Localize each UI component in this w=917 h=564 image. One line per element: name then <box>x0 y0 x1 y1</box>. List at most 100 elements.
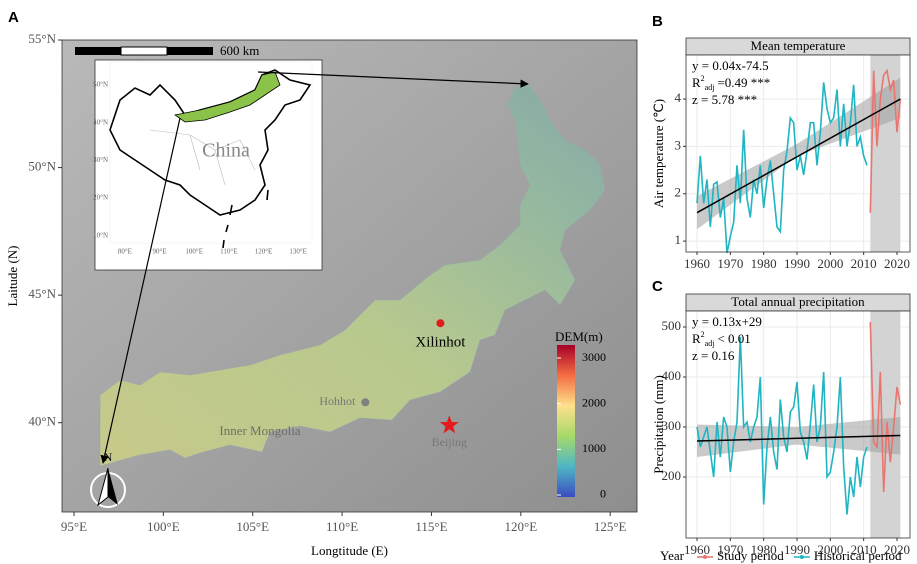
plot-frame <box>685 310 911 539</box>
panel-title: Total annual precipitation <box>731 294 865 309</box>
r2-part: 2 <box>701 330 705 339</box>
y-tick-label: 300 <box>662 418 682 433</box>
trend-line <box>696 434 901 442</box>
colorbar-tick-label: 3000 <box>582 350 606 364</box>
plot-frame <box>685 54 911 253</box>
x-tick-label: 2020 <box>884 256 910 271</box>
r2-label: R2adj =0.49 *** <box>692 74 770 92</box>
inset-region <box>174 71 281 123</box>
series-line <box>696 82 868 254</box>
x-tick-label: 2010 <box>851 542 877 557</box>
panel-letter: C <box>652 278 663 295</box>
x-tick-label: 2000 <box>817 542 843 557</box>
r2-part: R <box>692 75 701 90</box>
colorbar <box>557 345 575 497</box>
series-line <box>696 336 868 515</box>
legend-swatch <box>703 555 707 559</box>
inset-x-tick-label: 90°E <box>153 248 167 256</box>
colorbar-title: DEM(m) <box>555 329 603 344</box>
x-axis-label: Longtitude (E) <box>311 543 388 558</box>
city-label: Beijing <box>432 435 467 449</box>
r2-part: < 0.01 <box>717 331 750 346</box>
scalebar <box>167 47 213 55</box>
inset-x-tick-label: 120°E <box>255 248 273 256</box>
x-tick-label: 2000 <box>817 256 843 271</box>
trend-line <box>696 98 901 214</box>
y-tick-label: 1 <box>675 232 682 247</box>
panel-title: Mean temperature <box>751 38 846 53</box>
x-tick-label: 2010 <box>851 256 877 271</box>
x-tick-label: 125°E <box>594 519 627 534</box>
r2-part: adj <box>705 83 715 92</box>
x-tick-label: 1970 <box>717 256 743 271</box>
equation: y = 0.04x-74.5 <box>692 58 769 73</box>
inset-x-tick-label: 80°E <box>118 248 132 256</box>
inset-y-tick-label: 20°N <box>93 194 108 202</box>
scalebar-label: 600 km <box>220 43 259 58</box>
north-arrow <box>90 467 126 508</box>
inset-label: China <box>202 140 250 162</box>
x-tick-label: 95°E <box>61 519 87 534</box>
colorbar-tick-label: 0 <box>600 487 606 501</box>
y-tick-label: 400 <box>662 368 682 383</box>
inset-y-tick-label: 30°N <box>93 156 108 164</box>
y-tick-label: 500 <box>662 318 682 333</box>
x-tick-label: 1980 <box>751 542 777 557</box>
scalebar <box>75 47 121 55</box>
y-tick-label: 4 <box>675 90 682 105</box>
y-tick-label: 2 <box>675 185 682 200</box>
x-tick-label: 1990 <box>784 256 810 271</box>
legend-label: Study period <box>717 548 784 563</box>
legend-title: Year <box>660 548 685 563</box>
x-tick-label: 120°E <box>505 519 538 534</box>
y-tick-label: 40°N <box>28 414 56 429</box>
inner-mongolia-region <box>99 85 606 467</box>
city-marker <box>361 398 370 407</box>
city-label: Xilinhot <box>415 335 466 351</box>
equation: y = 0.13x+29 <box>692 314 762 329</box>
island-marks <box>222 189 269 249</box>
x-tick-label: 1960 <box>684 542 710 557</box>
scalebar <box>120 46 168 56</box>
z-label: z = 0.16 <box>692 348 735 363</box>
x-tick-label: 100°E <box>147 519 180 534</box>
legend-label: Historical period <box>814 548 902 563</box>
inset-y-tick-label: 40°N <box>93 118 108 126</box>
north-label: N <box>104 450 113 464</box>
z-label: z = 5.78 *** <box>692 92 757 107</box>
region-label: Inner Mongolia <box>219 423 300 438</box>
r2-part: R <box>692 331 701 346</box>
series-line <box>869 321 902 493</box>
legend-swatch <box>799 555 804 559</box>
y-tick-label: 3 <box>675 137 682 152</box>
y-axis-label: Air temperature (℃) <box>651 99 666 208</box>
x-tick-label: 1970 <box>717 542 743 557</box>
x-tick-label: 1960 <box>684 256 710 271</box>
inset-y-tick-label: 50°N <box>93 81 108 89</box>
inset-x-tick-label: 100°E <box>185 248 203 256</box>
x-tick-label: 1990 <box>784 542 810 557</box>
y-axis-label: Laitude (N) <box>5 245 20 306</box>
x-tick-label: 110°E <box>326 519 358 534</box>
x-tick-label: 105°E <box>236 519 269 534</box>
city-marker <box>439 415 459 434</box>
y-tick-label: 50°N <box>28 159 56 174</box>
city-marker <box>436 319 445 328</box>
x-tick-label: 115°E <box>415 519 447 534</box>
panel-letter: A <box>8 9 19 26</box>
r2-part: 2 <box>701 74 705 83</box>
arrow <box>257 71 529 88</box>
x-tick-label: 1980 <box>751 256 777 271</box>
province-lines <box>149 129 256 186</box>
r2-part: =0.49 *** <box>717 75 770 90</box>
inset-x-tick-label: 110°E <box>220 248 237 256</box>
inset-x-tick-label: 130°E <box>289 248 307 256</box>
city-label: Hohhot <box>319 394 356 408</box>
confidence-band <box>697 77 901 230</box>
inset-y-tick-label: 10°N <box>93 231 108 239</box>
y-axis-label: Precipitation (mm) <box>651 375 666 474</box>
x-tick-label: 2020 <box>884 542 910 557</box>
arrow <box>100 117 181 464</box>
colorbar-tick-label: 2000 <box>582 395 606 409</box>
y-tick-label: 200 <box>662 468 682 483</box>
